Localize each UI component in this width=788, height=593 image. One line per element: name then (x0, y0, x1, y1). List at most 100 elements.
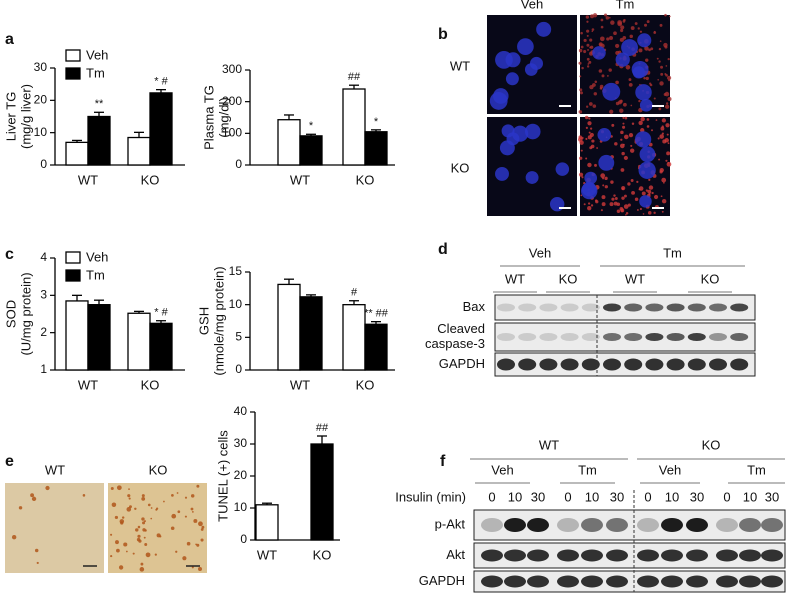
nucleus (584, 171, 598, 185)
lipid-stain (579, 75, 582, 78)
lipid-stain (579, 156, 583, 160)
lipid-stain (591, 28, 595, 31)
bar (255, 504, 279, 541)
nucleus (501, 124, 515, 138)
tunel-stain (184, 515, 187, 518)
lipid-stain (590, 127, 593, 130)
tunel-stain (137, 534, 141, 538)
blot-strip (473, 570, 786, 593)
micrograph (108, 483, 207, 573)
y-axis-label: (mg/g liver) (18, 84, 33, 149)
group-label: Tm (663, 245, 682, 260)
blot-band (497, 303, 515, 312)
lipid-stain (578, 172, 584, 177)
lipid-stain (628, 82, 633, 87)
lipid-stain (589, 132, 594, 137)
lipid-stain (620, 168, 625, 172)
panel-label: e (5, 453, 14, 470)
blot-band (539, 358, 558, 371)
group-label: KO (702, 437, 721, 452)
tunel-stain (18, 506, 23, 510)
nucleus (639, 98, 653, 112)
blot-band (709, 333, 727, 341)
lipid-stain (661, 132, 664, 135)
lipid-stain (661, 210, 664, 213)
lipid-stain (644, 23, 648, 27)
lipid-stain (600, 173, 606, 179)
subgroup-label: WT (505, 271, 525, 286)
time-value: 10 (743, 489, 757, 504)
nucleus (529, 56, 543, 70)
nucleus (615, 52, 630, 67)
lipid-stain (665, 123, 670, 128)
y-tick-label: 0 (240, 532, 247, 546)
lipid-stain (599, 84, 604, 89)
blot-band (687, 358, 706, 371)
tunel-stain (147, 503, 151, 507)
lipid-stain (617, 20, 622, 25)
lipid-stain (643, 77, 646, 80)
nucleus (512, 125, 529, 142)
tunel-stain (171, 513, 177, 519)
time-value: 10 (508, 489, 522, 504)
lipid-stain (627, 203, 631, 207)
tunel-stain (143, 520, 146, 523)
lipid-stain (615, 80, 619, 85)
blot-band (624, 333, 643, 341)
lipid-stain (664, 104, 670, 109)
row-label: p-Akt (435, 516, 466, 531)
lipid-stain (646, 125, 650, 128)
panel-label: d (438, 241, 448, 258)
lipid-stain (587, 162, 592, 168)
lipid-stain (593, 92, 598, 96)
nucleus (495, 166, 509, 181)
blot-band (481, 549, 503, 562)
bar (87, 304, 111, 371)
y-tick-label: 15 (229, 264, 243, 278)
nucleus (555, 162, 570, 176)
tunel-stain (116, 548, 120, 553)
lipid-stain (588, 131, 591, 134)
y-axis-label: GSH (196, 307, 211, 335)
lipid-stain (649, 82, 652, 85)
blot-band (687, 333, 706, 341)
legend-swatch (65, 251, 81, 264)
legend-swatch (65, 269, 81, 282)
tunel-stain (141, 496, 146, 501)
lipid-stain (638, 120, 643, 126)
y-tick-label: 0 (235, 362, 242, 376)
tunel-stain (142, 521, 146, 525)
lipid-stain (579, 140, 584, 145)
y-tick-label: 20 (34, 93, 48, 107)
time-value: 30 (765, 489, 779, 504)
blot-band (730, 358, 749, 371)
tunel-stain (30, 493, 35, 498)
column-label: Tm (616, 0, 635, 11)
lipid-stain (585, 105, 589, 108)
nucleus (637, 33, 652, 48)
tunel-stain (140, 562, 144, 566)
blot-band (637, 575, 659, 588)
time-value: 0 (723, 489, 730, 504)
lipid-stain (594, 163, 597, 167)
lipid-stain (647, 211, 652, 215)
lipid-stain (659, 23, 663, 27)
lipid-stain (655, 119, 658, 121)
nucleus (495, 51, 513, 69)
lipid-stain (609, 35, 614, 40)
bar (277, 119, 301, 166)
bar (149, 322, 173, 371)
lipid-stain (638, 48, 643, 53)
lipid-stain (653, 194, 659, 200)
lipid-stain (613, 31, 617, 36)
lipid-stain (651, 129, 653, 132)
blot-band (637, 549, 659, 562)
y-tick-label: 30 (234, 436, 248, 450)
tunel-stain (115, 540, 119, 545)
lipid-stain (669, 15, 671, 18)
lipid-stain (658, 107, 662, 111)
tunel-stain (176, 492, 179, 494)
y-axis-label: Plasma TG (201, 85, 216, 150)
tunel-stain (123, 542, 128, 547)
lipid-stain (660, 65, 664, 69)
